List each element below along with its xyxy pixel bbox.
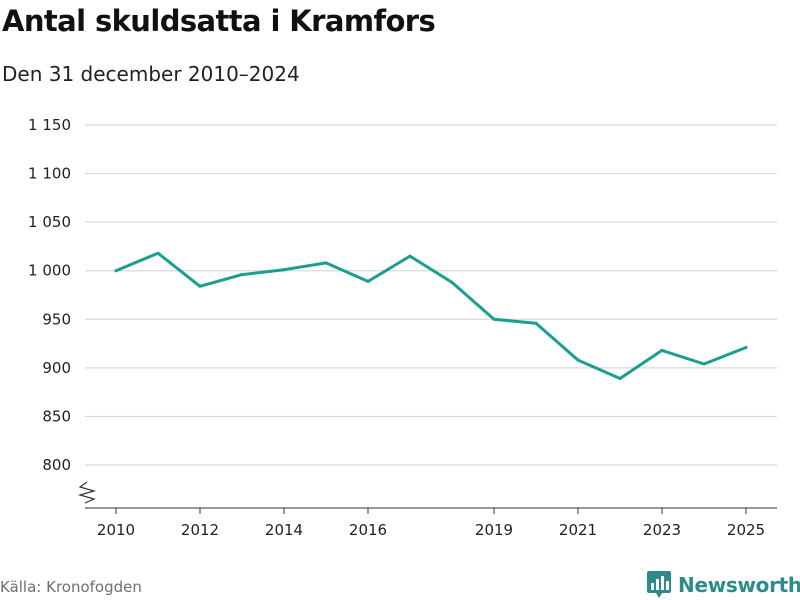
series-layer bbox=[114, 251, 748, 381]
x-tick-label: 2021 bbox=[559, 521, 597, 539]
y-axis-ticks: 800 850 900 950 1 000 1 050 1 100 1 150 bbox=[28, 116, 71, 474]
y-tick-label: 1 100 bbox=[28, 165, 71, 183]
x-tick-label: 2016 bbox=[349, 521, 387, 539]
x-axis bbox=[77, 481, 777, 509]
y-tick-label: 1 050 bbox=[28, 213, 71, 231]
y-tick-label: 950 bbox=[42, 310, 71, 328]
data-point-2012 bbox=[198, 284, 202, 288]
x-tick-label: 2019 bbox=[475, 521, 513, 539]
y-tick-label: 1 000 bbox=[28, 262, 71, 280]
x-tick-label: 2014 bbox=[265, 521, 303, 539]
y-tick-label: 900 bbox=[42, 359, 71, 377]
brand-name: Newsworthy bbox=[678, 573, 800, 597]
x-tick-label: 2012 bbox=[181, 521, 219, 539]
x-tick-label: 2025 bbox=[727, 521, 765, 539]
data-point-2021 bbox=[576, 358, 580, 362]
y-tick-label: 1 150 bbox=[28, 116, 71, 134]
x-tick-label: 2010 bbox=[97, 521, 135, 539]
y-tick-label: 850 bbox=[42, 407, 71, 425]
data-point-2018 bbox=[450, 280, 454, 284]
data-point-2010 bbox=[114, 269, 118, 273]
data-point-2024 bbox=[702, 362, 706, 366]
source-note: Källa: Kronofogden bbox=[0, 578, 142, 596]
data-point-2015 bbox=[324, 261, 328, 265]
x-axis-ticks: 2010 2012 2014 2016 2019 2021 2023 2025 bbox=[97, 508, 765, 539]
data-point-2014 bbox=[282, 268, 286, 272]
x-tick-label: 2023 bbox=[643, 521, 681, 539]
series-line-0 bbox=[114, 251, 748, 380]
brand-logo[interactable]: Newsworthy bbox=[646, 570, 800, 600]
axis-break-icon bbox=[77, 481, 97, 504]
y-tick-label: 800 bbox=[42, 456, 71, 474]
chart-subtitle: Den 31 december 2010–2024 bbox=[2, 62, 300, 86]
chart-title: Antal skuldsatta i Kramfors bbox=[2, 4, 436, 38]
data-point-2016 bbox=[366, 279, 370, 283]
data-point-2017 bbox=[408, 254, 412, 258]
data-point-2013 bbox=[240, 273, 244, 277]
data-point-2020 bbox=[534, 321, 538, 325]
data-point-2019 bbox=[492, 317, 496, 321]
data-point-2022 bbox=[618, 377, 622, 381]
data-point-2023 bbox=[660, 348, 664, 352]
data-point-2025 bbox=[744, 345, 748, 349]
data-point-2011 bbox=[156, 251, 160, 255]
bar-chart-logo-icon bbox=[647, 571, 671, 598]
gridlines bbox=[85, 124, 777, 466]
